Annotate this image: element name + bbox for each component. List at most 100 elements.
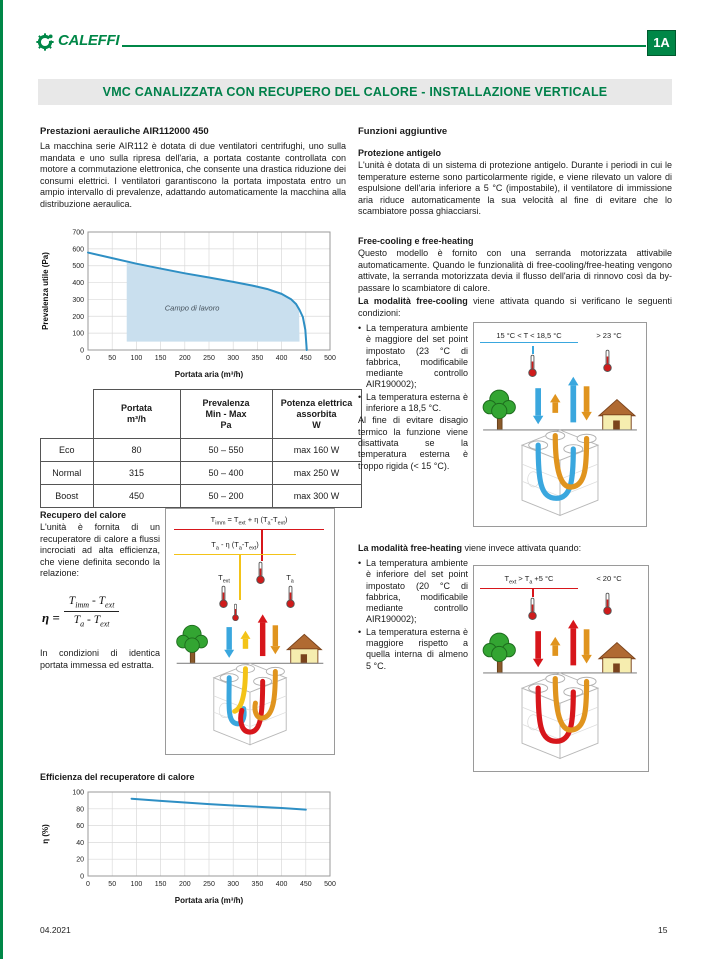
unit-flow-illustration — [165, 609, 335, 752]
free-heating-diagram: Text > Ta +5 °C < 20 °C — [473, 565, 649, 772]
svg-text:250: 250 — [203, 355, 215, 362]
svg-text:300: 300 — [72, 297, 84, 304]
thermometer-icon — [219, 585, 228, 609]
table-row: Eco 80 50 – 550 max 160 W — [40, 438, 362, 462]
list-item: La temperatura ambiente è maggiore del s… — [358, 323, 468, 391]
svg-text:0: 0 — [86, 881, 90, 888]
efficiency-heading: Efficienza del recuperatore di calore — [40, 772, 195, 782]
fan-curve-chart: 0 50 100 150 200 250 300 350 400 450 500 0 100 200 300… — [38, 226, 340, 380]
thermometer-icon — [286, 585, 295, 609]
eta-symbol: η = — [42, 610, 60, 626]
efficiency-formula: η = Timm - Text Ta - Text — [42, 595, 162, 629]
freecooling-body: Questo modello è fornito con una serrand… — [358, 248, 672, 293]
svg-text:500: 500 — [324, 881, 336, 888]
svg-text:100: 100 — [131, 355, 143, 362]
svg-text:150: 150 — [155, 881, 167, 888]
antifreeze-body: L'unità è dotata di un sistema di protez… — [358, 160, 672, 217]
svg-text:700: 700 — [72, 230, 84, 237]
efficiency-chart: 0 50 100 150 200 250 300 350 400 450 500 0 20 40 60 80 1… — [38, 786, 340, 906]
cell: 80 — [92, 438, 181, 462]
table-row: Normal 315 50 – 400 max 250 W — [40, 461, 362, 485]
cooling-note: Al fine di evitare disagio termico la fu… — [358, 415, 468, 471]
svg-text:250: 250 — [203, 881, 215, 888]
cell: 315 — [92, 461, 181, 485]
red-pointer-line — [532, 589, 534, 597]
brand-logo-text: CALEFFI — [58, 32, 120, 49]
svg-text:400: 400 — [276, 881, 288, 888]
cooling-intro-rest: viene attivata quando si verificano le s… — [358, 296, 672, 318]
thermometer-icon — [603, 592, 612, 616]
t-a-label: Ta — [286, 573, 294, 585]
recovery-body1: L'unità è fornita di un recuperatore di … — [40, 522, 160, 579]
table-header-portata: Portata m³/h — [92, 389, 181, 439]
svg-text:η (%): η (%) — [41, 824, 50, 844]
thermometer-icon — [603, 349, 612, 373]
heat-recovery-diagram: Timm = Text + η (Ta-Text) Ta - η (Ta-Tex… — [165, 508, 335, 755]
t-ext-label: Text — [218, 573, 230, 585]
caleffi-gear-icon — [36, 33, 54, 51]
performance-body: La macchina serie AIR112 è dotata di due… — [40, 141, 346, 209]
antifreeze-heading: Protezione antigelo — [358, 148, 442, 158]
svg-text:100: 100 — [72, 790, 84, 797]
page-title: VMC CANALIZZATA CON RECUPERO DEL CALORE … — [38, 79, 672, 105]
svg-text:500: 500 — [324, 355, 336, 362]
cell: 450 — [92, 484, 181, 508]
table-header-potenza: Potenza elettrica assorbita W — [271, 389, 362, 439]
list-item: La temperatura esterna è inferiore a 18,… — [358, 392, 468, 415]
table-row: Boost 450 50 – 200 max 300 W — [40, 484, 362, 508]
list-item: La temperatura ambiente è inferiore del … — [358, 558, 468, 626]
section-badge: 1A — [647, 30, 676, 56]
recovery-heading: Recupero del calore — [40, 510, 127, 520]
svg-text:20: 20 — [76, 857, 84, 864]
performance-table: Portata m³/h Prevalenza Min - Max Pa Pot… — [40, 389, 362, 508]
cell: 50 – 550 — [179, 438, 273, 462]
table-header-row: Portata m³/h Prevalenza Min - Max Pa Pot… — [40, 389, 362, 439]
diagram-formula-timm: Timm = Text + η (Ta-Text) — [174, 515, 324, 530]
formula-numerator: Timm - Text — [63, 595, 120, 613]
svg-text:80: 80 — [76, 806, 84, 813]
svg-text:300: 300 — [227, 355, 239, 362]
formula-fraction: Timm - Text Ta - Text — [63, 595, 120, 629]
list-item: La temperatura esterna è maggiore rispet… — [358, 627, 468, 672]
performance-heading: Prestazioni aerauliche AIR112000 450 — [40, 126, 209, 137]
svg-text:200: 200 — [72, 314, 84, 321]
heating-intro-lead: La modalità free-heating — [358, 543, 463, 553]
header-rule — [122, 45, 646, 47]
functions-heading: Funzioni aggiuntive — [358, 126, 448, 137]
heating-conditions: La temperatura ambiente è inferiore del … — [358, 558, 468, 673]
blue-pointer-line — [532, 346, 534, 354]
row-label: Normal — [40, 461, 94, 485]
cell: 50 – 400 — [179, 461, 273, 485]
cell: 50 – 200 — [179, 484, 273, 508]
freecooling-heading: Free-cooling e free-heating — [358, 236, 474, 246]
svg-text:300: 300 — [227, 881, 239, 888]
cooling-conditions: La temperatura ambiente è maggiore del s… — [358, 323, 468, 472]
svg-text:500: 500 — [72, 263, 84, 270]
table-header-prevalenza: Prevalenza Min - Max Pa — [179, 389, 273, 439]
svg-text:50: 50 — [108, 881, 116, 888]
formula-denominator: Ta - Text — [73, 614, 110, 629]
cell: max 300 W — [271, 484, 362, 508]
page-edge-accent — [0, 0, 3, 959]
svg-text:60: 60 — [76, 823, 84, 830]
svg-text:200: 200 — [179, 355, 191, 362]
svg-text:350: 350 — [252, 355, 264, 362]
cooling-intro: La modalità free-cooling viene attivata … — [358, 296, 672, 319]
footer-page-number: 15 — [658, 925, 668, 935]
thermometer-icon — [232, 603, 239, 622]
thermometer-icon — [256, 561, 265, 585]
row-label: Eco — [40, 438, 94, 462]
svg-text:350: 350 — [252, 881, 264, 888]
thermometer-icon — [528, 597, 537, 621]
heating-intro: La modalità free-heating viene invece at… — [358, 543, 672, 555]
svg-text:40: 40 — [76, 840, 84, 847]
cooling-intro-lead: La modalità free-cooling — [358, 296, 468, 306]
svg-text:600: 600 — [72, 246, 84, 253]
recovery-body2: In condizioni di identica portata immess… — [40, 648, 160, 670]
svg-text:0: 0 — [80, 874, 84, 881]
svg-text:200: 200 — [179, 881, 191, 888]
heating-intro-rest: viene invece attivata quando: — [462, 543, 582, 553]
unit-flow-illustration — [475, 616, 645, 766]
yellow-pointer-line — [239, 554, 241, 600]
